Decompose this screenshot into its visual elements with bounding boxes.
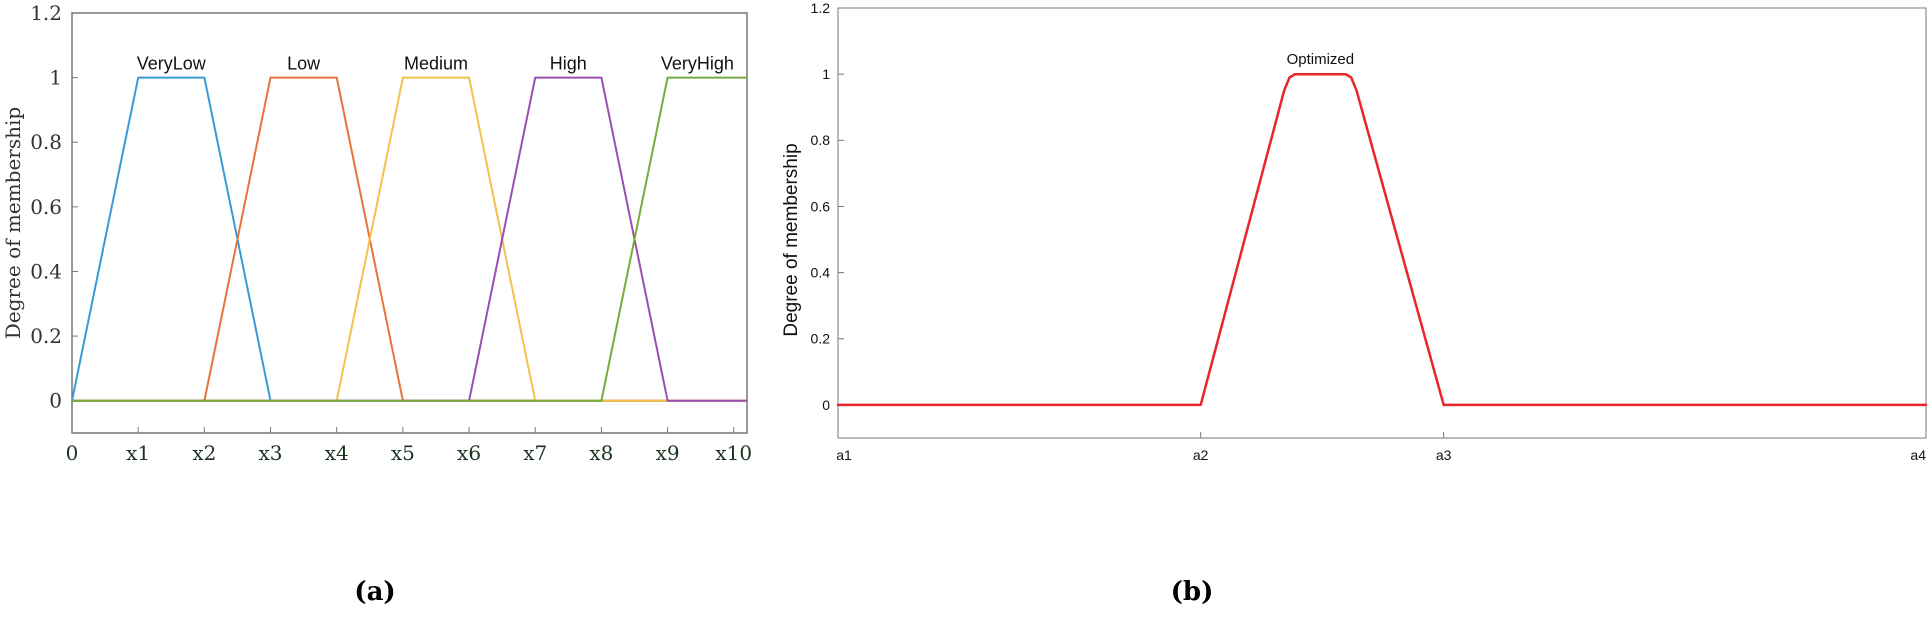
- panel-a-annotation-veryhigh: VeryHigh: [661, 54, 734, 74]
- panel-a-xtick-label-6: x6: [457, 441, 481, 465]
- panel-a-xtick-label-3: x3: [259, 441, 283, 465]
- panel-a-xtick-label-9: x9: [656, 441, 680, 465]
- panel-a: 0 0.2 0.4 0.6 0.8 1 1.2 0 x1 x2 x3 x4 x5 x6 x7 x8 x9 x10…: [1, 1, 752, 607]
- panel-a-ytick-label-2: 0.4: [30, 259, 62, 283]
- panel-a-xtick-label-2: x2: [192, 441, 216, 465]
- panel-a-xtick-label-4: x4: [325, 441, 349, 465]
- panel-a-ytick-label-5: 1: [49, 66, 62, 90]
- panel-a-xtick-label-0: 0: [66, 441, 79, 465]
- panel-a-xtick-label-10: x10: [715, 441, 752, 465]
- panel-a-annotation-verylow: VeryLow: [137, 54, 207, 74]
- panel-b-ytick-label-2: 0.4: [811, 265, 831, 281]
- panel-a-series-veryhigh: [71, 76, 748, 402]
- panel-a-xtick-label-5: x5: [391, 441, 415, 465]
- panel-a-ytick-label-3: 0.6: [30, 195, 62, 219]
- panel-b-ytick-label-4: 0.8: [811, 132, 831, 148]
- panel-a-ytick-label-0: 0: [49, 389, 62, 413]
- panel-b-xtick-label-2: a3: [1436, 447, 1452, 463]
- panel-b: 0 0.2 0.4 0.6 0.8 1 1.2 a1 a2 a3 a4 Optimized Deg…: [781, 0, 1928, 607]
- panel-b-ytick-label-5: 1: [822, 66, 830, 82]
- panel-a-annotation-high: High: [550, 54, 587, 74]
- panel-b-series-optimized: [836, 72, 1928, 407]
- panel-b-ylabel: Degree of membership: [781, 143, 802, 336]
- panel-a-ylabel: Degree of membership: [1, 107, 25, 339]
- panel-a-ytick-label-6: 1.2: [30, 1, 62, 25]
- panel-a-annotation-medium: Medium: [404, 54, 468, 74]
- panel-b-xtick-label-3: a4: [1910, 447, 1926, 463]
- panel-a-xtick-label-7: x7: [523, 441, 547, 465]
- panel-b-xtick-label-0: a1: [836, 447, 852, 463]
- panel-a-axes-box: [71, 12, 748, 434]
- panel-b-annotation-optimized: Optimized: [1287, 51, 1355, 68]
- panel-a-annotation-low: Low: [287, 54, 321, 74]
- panel-a-ytick-label-4: 0.8: [30, 130, 62, 154]
- panel-a-label: (a): [354, 577, 395, 607]
- panel-b-axes-box: [837, 7, 1927, 439]
- panel-a-xtick-label-1: x1: [126, 441, 150, 465]
- panel-b-label: (b): [1171, 577, 1214, 607]
- panel-a-ytick-label-1: 0.2: [30, 324, 62, 348]
- panel-b-ytick-label-6: 1.2: [811, 0, 831, 16]
- panel-b-ytick-label-1: 0.2: [811, 331, 831, 347]
- panel-b-ytick-label-0: 0: [822, 397, 830, 413]
- panel-a-xtick-label-8: x8: [589, 441, 613, 465]
- panel-b-ytick-label-3: 0.6: [811, 198, 831, 214]
- panel-b-xtick-label-1: a2: [1193, 447, 1209, 463]
